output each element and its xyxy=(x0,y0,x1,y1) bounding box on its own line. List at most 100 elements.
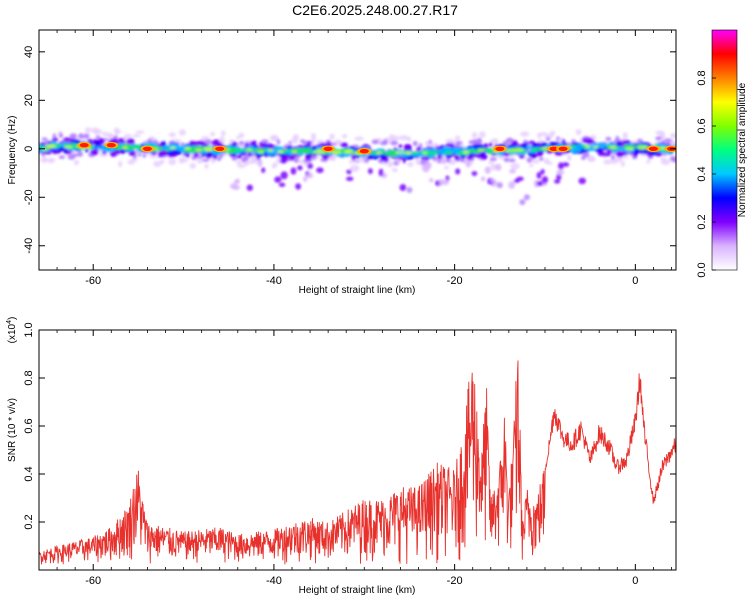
spectral-blob xyxy=(428,139,432,144)
spectral-blob xyxy=(329,133,335,140)
spectral-blob xyxy=(390,140,399,146)
spectral-blob xyxy=(289,148,303,151)
spectral-blob xyxy=(622,132,628,140)
spectral-blob xyxy=(603,152,611,157)
spectral-blob xyxy=(603,159,612,165)
spectral-blob xyxy=(670,156,676,162)
spectral-blob xyxy=(220,130,226,137)
spectral-blob xyxy=(41,137,48,141)
spectral-blob xyxy=(519,199,526,206)
spectral-blob xyxy=(445,138,455,144)
spectral-blob xyxy=(87,138,93,142)
spectral-blob xyxy=(113,128,122,135)
spectral-blob xyxy=(380,154,386,160)
spectral-blob xyxy=(257,150,265,154)
spectral-blob xyxy=(471,171,478,176)
spectral-blob xyxy=(412,140,418,147)
spectral-blob xyxy=(624,144,630,148)
spectral-blob xyxy=(94,140,101,145)
spectral-blob xyxy=(471,132,478,139)
spectral-blob xyxy=(407,161,414,167)
spectral-blob xyxy=(165,148,172,152)
spectral-blob xyxy=(204,163,209,169)
spectral-blob xyxy=(142,153,146,159)
snr-y-tick-label: 0.8 xyxy=(23,370,35,385)
spectral-blob xyxy=(178,129,186,136)
colorbar-tick-label: 0.2 xyxy=(696,214,708,229)
spectral-blob xyxy=(329,142,337,146)
spectral-blob xyxy=(600,144,605,148)
spectral-blob xyxy=(406,136,412,142)
spectral-blob xyxy=(609,146,618,149)
spectral-blob xyxy=(625,147,635,150)
spectral-blob xyxy=(316,167,324,174)
spectral-blob xyxy=(496,182,503,189)
spectral-blob xyxy=(278,182,286,187)
spectral-blob xyxy=(610,154,615,160)
spectral-blob xyxy=(96,146,101,150)
spectral-blob xyxy=(444,151,454,155)
spectral-blob xyxy=(399,184,407,192)
spectral-blob xyxy=(420,156,429,160)
spectral-blob xyxy=(531,159,540,164)
spectral-blob xyxy=(76,151,84,157)
spectral-blob xyxy=(162,145,171,149)
spectral-blob xyxy=(235,178,240,184)
spectral-blob xyxy=(276,139,281,145)
spectral-blob xyxy=(118,138,125,143)
spectral-hot-spot xyxy=(79,142,89,148)
spectral-blob xyxy=(63,145,73,149)
spectral-blob xyxy=(378,168,384,177)
spectral-blob xyxy=(235,160,242,165)
snr-x-tick-label: -20 xyxy=(447,575,463,587)
spectral-blob xyxy=(445,158,451,163)
spectral-blob xyxy=(484,166,491,174)
spectral-blob xyxy=(443,165,449,170)
spectral-blob xyxy=(437,160,442,164)
spectral-blob xyxy=(587,157,596,162)
spectral-blob xyxy=(69,133,78,139)
spectral-blob xyxy=(364,158,369,164)
spectral-blob xyxy=(616,151,624,158)
spectrogram-x-tick-label: 0 xyxy=(632,275,638,287)
spectral-blob xyxy=(235,136,240,140)
spectral-blob xyxy=(351,154,356,161)
spectral-blob xyxy=(243,160,251,166)
spectral-blob xyxy=(399,153,411,158)
spectral-blob xyxy=(556,136,560,141)
colorbar-tick-label: 0.4 xyxy=(696,166,708,181)
spectral-blob xyxy=(340,142,348,148)
spectral-blob xyxy=(509,168,516,174)
spectral-blob xyxy=(205,148,213,152)
spectral-blob xyxy=(445,142,455,147)
spectral-blob xyxy=(184,147,191,150)
spectral-blob xyxy=(264,153,269,157)
spectral-blob xyxy=(432,157,438,161)
spectral-blob xyxy=(558,162,564,170)
snr-y-axis-label: SNR (10 * v/v) xyxy=(7,398,18,462)
spectral-blob xyxy=(578,177,587,185)
spectral-hot-spot xyxy=(558,146,568,151)
spectrogram-y-tick-label: -20 xyxy=(23,189,35,205)
spectral-blob xyxy=(488,161,494,165)
spectrogram-x-tick-label: -60 xyxy=(85,275,101,287)
spectral-blob xyxy=(581,144,586,148)
spectral-blob xyxy=(441,157,446,165)
spectral-blob xyxy=(83,133,90,139)
spectral-blob xyxy=(503,152,511,157)
spectral-blob xyxy=(297,165,303,171)
spectral-blob xyxy=(505,137,514,144)
spectral-blob xyxy=(422,164,430,173)
spectral-blob xyxy=(655,136,662,141)
spectral-blob xyxy=(246,148,253,151)
spectral-blob xyxy=(55,144,63,148)
spectrogram-frame xyxy=(38,29,677,271)
spectral-blob xyxy=(655,130,665,136)
spectral-blob xyxy=(348,159,355,164)
spectral-hot-spot xyxy=(323,146,333,151)
spectral-blob xyxy=(210,131,216,137)
spectral-blob xyxy=(346,169,352,175)
snr-y-tick-label: 0.4 xyxy=(23,466,35,481)
spectral-blob xyxy=(468,148,476,153)
